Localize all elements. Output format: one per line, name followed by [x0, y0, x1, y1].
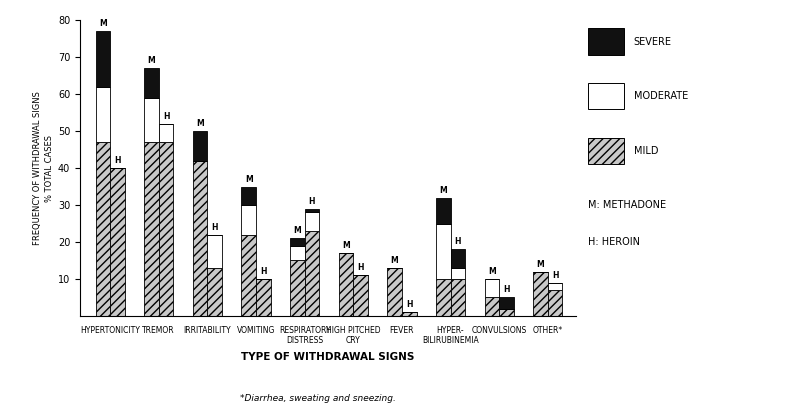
Text: M: METHADONE: M: METHADONE	[588, 200, 666, 211]
Text: M: M	[488, 267, 496, 276]
Bar	[548, 283, 562, 290]
Bar	[354, 275, 368, 316]
Bar	[290, 238, 305, 246]
Bar	[242, 234, 256, 316]
Bar	[436, 224, 450, 279]
Text: M: M	[390, 256, 398, 265]
Bar	[305, 209, 319, 212]
Text: M: M	[196, 119, 204, 128]
Bar	[485, 279, 499, 297]
Bar	[158, 124, 174, 142]
Bar	[207, 268, 222, 316]
Bar	[450, 279, 465, 316]
Bar	[110, 168, 125, 316]
Text: H: H	[503, 286, 510, 294]
Text: H: H	[163, 112, 170, 121]
Text: MODERATE: MODERATE	[634, 91, 688, 101]
Bar	[305, 231, 319, 316]
Bar	[436, 198, 450, 224]
Text: *Diarrhea, sweating and sneezing.: *Diarrhea, sweating and sneezing.	[240, 394, 396, 403]
Text: H: H	[114, 156, 121, 165]
Text: H: HEROIN: H: HEROIN	[588, 237, 640, 247]
Text: MILD: MILD	[634, 146, 658, 156]
Bar	[144, 98, 158, 142]
Bar	[242, 205, 256, 234]
Text: H: H	[454, 237, 461, 246]
Text: M: M	[148, 56, 155, 65]
Bar	[499, 309, 514, 316]
Text: M: M	[294, 226, 302, 235]
Bar	[485, 297, 499, 316]
Text: M: M	[537, 260, 544, 269]
Text: M: M	[245, 175, 253, 183]
Bar	[450, 249, 465, 268]
Bar	[256, 279, 270, 316]
Bar	[548, 290, 562, 316]
Bar	[207, 234, 222, 268]
Text: M: M	[439, 185, 447, 195]
Text: H: H	[552, 271, 558, 280]
Bar	[144, 68, 158, 98]
Bar	[436, 279, 450, 316]
Text: H: H	[211, 223, 218, 232]
Bar	[193, 131, 207, 161]
Bar	[158, 142, 174, 316]
Bar	[242, 187, 256, 205]
Text: M: M	[342, 241, 350, 250]
X-axis label: TYPE OF WITHDRAWAL SIGNS: TYPE OF WITHDRAWAL SIGNS	[242, 352, 414, 362]
Text: H: H	[406, 300, 413, 309]
Bar	[402, 312, 417, 316]
Bar	[95, 31, 110, 87]
Bar	[95, 142, 110, 316]
Bar	[387, 268, 402, 316]
Bar	[144, 142, 158, 316]
Bar	[534, 272, 548, 316]
Bar	[193, 161, 207, 316]
Bar	[499, 297, 514, 309]
Text: M: M	[99, 19, 106, 28]
Text: SEVERE: SEVERE	[634, 36, 672, 47]
Text: H: H	[309, 197, 315, 206]
Bar	[290, 246, 305, 260]
Y-axis label: FREQUENCY OF WITHDRAWAL SIGNS
% TOTAL CASES: FREQUENCY OF WITHDRAWAL SIGNS % TOTAL CA…	[33, 91, 54, 245]
Bar	[290, 260, 305, 316]
Bar	[450, 268, 465, 279]
Bar	[95, 87, 110, 142]
Text: H: H	[358, 263, 364, 272]
Bar	[305, 212, 319, 231]
Text: H: H	[260, 267, 266, 276]
Bar	[338, 253, 354, 316]
